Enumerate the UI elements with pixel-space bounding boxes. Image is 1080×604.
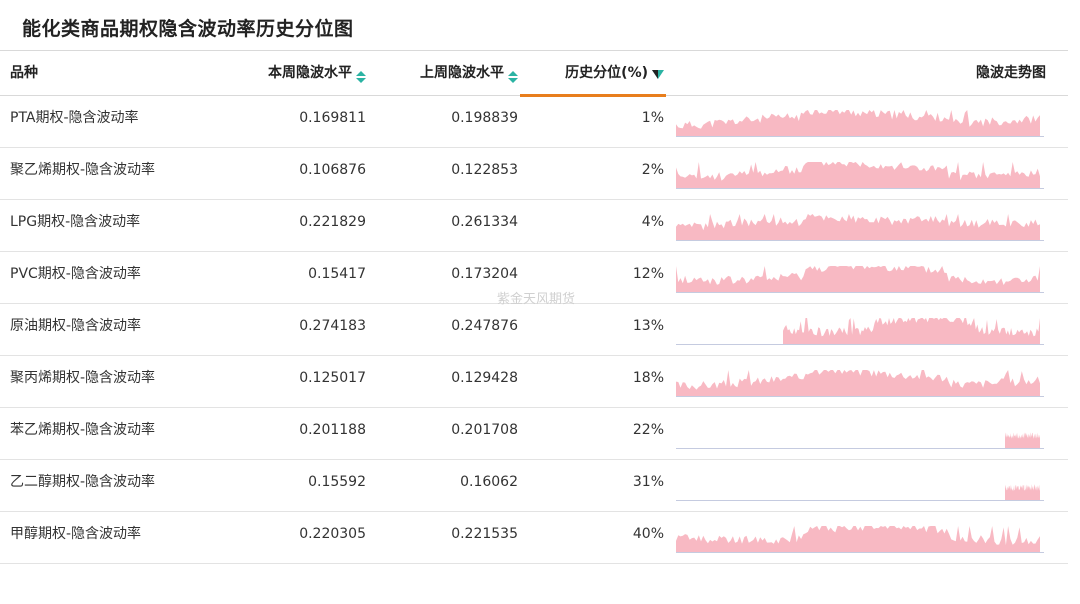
column-header-trend: 隐波走势图: [976, 65, 1046, 81]
sort-toggle-icon[interactable]: [356, 71, 366, 83]
sparkline-area: [676, 214, 1040, 240]
row-current-value: 0.169811: [299, 110, 366, 126]
sparkline-area: [1005, 432, 1040, 448]
row-current-value: 0.201188: [299, 422, 366, 438]
table-body: PTA期权-隐含波动率 0.169811 0.198839 1% 聚乙烯期权-隐含波动率…: [0, 96, 1068, 564]
volatility-sparkline: [676, 318, 1044, 345]
row-previous-value: 0.16062: [460, 474, 518, 490]
row-previous-value: 0.198839: [451, 110, 518, 126]
table-row[interactable]: PTA期权-隐含波动率 0.169811 0.198839 1%: [0, 96, 1068, 148]
row-name: PVC期权-隐含波动率: [10, 266, 141, 282]
row-current-value: 0.15592: [308, 474, 366, 490]
volatility-sparkline: [676, 484, 1044, 501]
volatility-sparkline: [676, 432, 1044, 449]
row-percentile-value: 4%: [641, 214, 664, 230]
sparkline-area: [783, 318, 1040, 344]
column-header-previous[interactable]: 上周隐波水平: [420, 51, 518, 95]
volatility-sparkline: [676, 110, 1044, 137]
row-percentile-value: 31%: [632, 474, 664, 490]
row-percentile-value: 40%: [632, 526, 664, 542]
row-name: 聚丙烯期权-隐含波动率: [10, 370, 156, 386]
row-name: 聚乙烯期权-隐含波动率: [10, 162, 156, 178]
sparkline-area: [676, 162, 1040, 188]
column-header-current[interactable]: 本周隐波水平: [268, 51, 366, 95]
table-row[interactable]: 原油期权-隐含波动率 0.274183 0.247876 13%: [0, 304, 1068, 356]
volatility-sparkline: [676, 370, 1044, 397]
row-percentile-value: 1%: [641, 110, 664, 126]
row-percentile-value: 12%: [632, 266, 664, 282]
row-percentile-value: 13%: [632, 318, 664, 334]
row-name: 乙二醇期权-隐含波动率: [10, 474, 156, 490]
column-header-percentile[interactable]: 历史分位(%): [565, 51, 664, 95]
table-row[interactable]: 聚丙烯期权-隐含波动率 0.125017 0.129428 18%: [0, 356, 1068, 408]
page-title: 能化类商品期权隐含波动率历史分位图: [22, 18, 354, 40]
row-current-value: 0.125017: [299, 370, 366, 386]
volatility-sparkline: [676, 214, 1044, 241]
row-name: 苯乙烯期权-隐含波动率: [10, 422, 156, 438]
volatility-table: 品种 本周隐波水平 上周隐波水平 历史分位(%) 隐波走势图 PTA期权-隐含波…: [0, 50, 1068, 564]
row-previous-value: 0.129428: [451, 370, 518, 386]
row-previous-value: 0.261334: [451, 214, 518, 230]
sort-descending-icon[interactable]: [652, 69, 664, 79]
row-current-value: 0.274183: [299, 318, 366, 334]
table-row[interactable]: PVC期权-隐含波动率 0.15417 0.173204 12%: [0, 252, 1068, 304]
sparkline-area: [676, 526, 1040, 552]
sparkline-area: [676, 370, 1040, 396]
volatility-sparkline: [676, 526, 1044, 553]
column-header-previous-label: 上周隐波水平: [420, 65, 504, 81]
row-name: 原油期权-隐含波动率: [10, 318, 142, 334]
sparkline-area: [1005, 484, 1040, 500]
row-current-value: 0.221829: [299, 214, 366, 230]
row-previous-value: 0.173204: [451, 266, 518, 282]
row-previous-value: 0.201708: [451, 422, 518, 438]
volatility-sparkline: [676, 266, 1044, 293]
table-row[interactable]: 乙二醇期权-隐含波动率 0.15592 0.16062 31%: [0, 460, 1068, 512]
row-previous-value: 0.122853: [451, 162, 518, 178]
volatility-sparkline: [676, 162, 1044, 189]
column-header-current-label: 本周隐波水平: [268, 65, 352, 81]
row-percentile-value: 2%: [641, 162, 664, 178]
table-row[interactable]: 甲醇期权-隐含波动率 0.220305 0.221535 40%: [0, 512, 1068, 564]
row-current-value: 0.106876: [299, 162, 366, 178]
column-header-name: 品种: [10, 65, 38, 81]
row-name: LPG期权-隐含波动率: [10, 214, 141, 230]
column-header-percentile-label: 历史分位(%): [565, 65, 648, 81]
row-previous-value: 0.247876: [451, 318, 518, 334]
sparkline-area: [676, 110, 1040, 136]
table-header: 品种 本周隐波水平 上周隐波水平 历史分位(%) 隐波走势图: [0, 50, 1068, 97]
table-row[interactable]: 聚乙烯期权-隐含波动率 0.106876 0.122853 2%: [0, 148, 1068, 200]
sparkline-area: [676, 266, 1040, 292]
row-name: 甲醇期权-隐含波动率: [10, 526, 142, 542]
row-percentile-value: 18%: [632, 370, 664, 386]
active-sort-indicator: [520, 94, 666, 97]
row-percentile-value: 22%: [632, 422, 664, 438]
row-previous-value: 0.221535: [451, 526, 518, 542]
table-row[interactable]: 苯乙烯期权-隐含波动率 0.201188 0.201708 22%: [0, 408, 1068, 460]
row-current-value: 0.15417: [308, 266, 366, 282]
row-name: PTA期权-隐含波动率: [10, 110, 139, 126]
row-current-value: 0.220305: [299, 526, 366, 542]
table-row[interactable]: LPG期权-隐含波动率 0.221829 0.261334 4%: [0, 200, 1068, 252]
sort-toggle-icon[interactable]: [508, 71, 518, 83]
